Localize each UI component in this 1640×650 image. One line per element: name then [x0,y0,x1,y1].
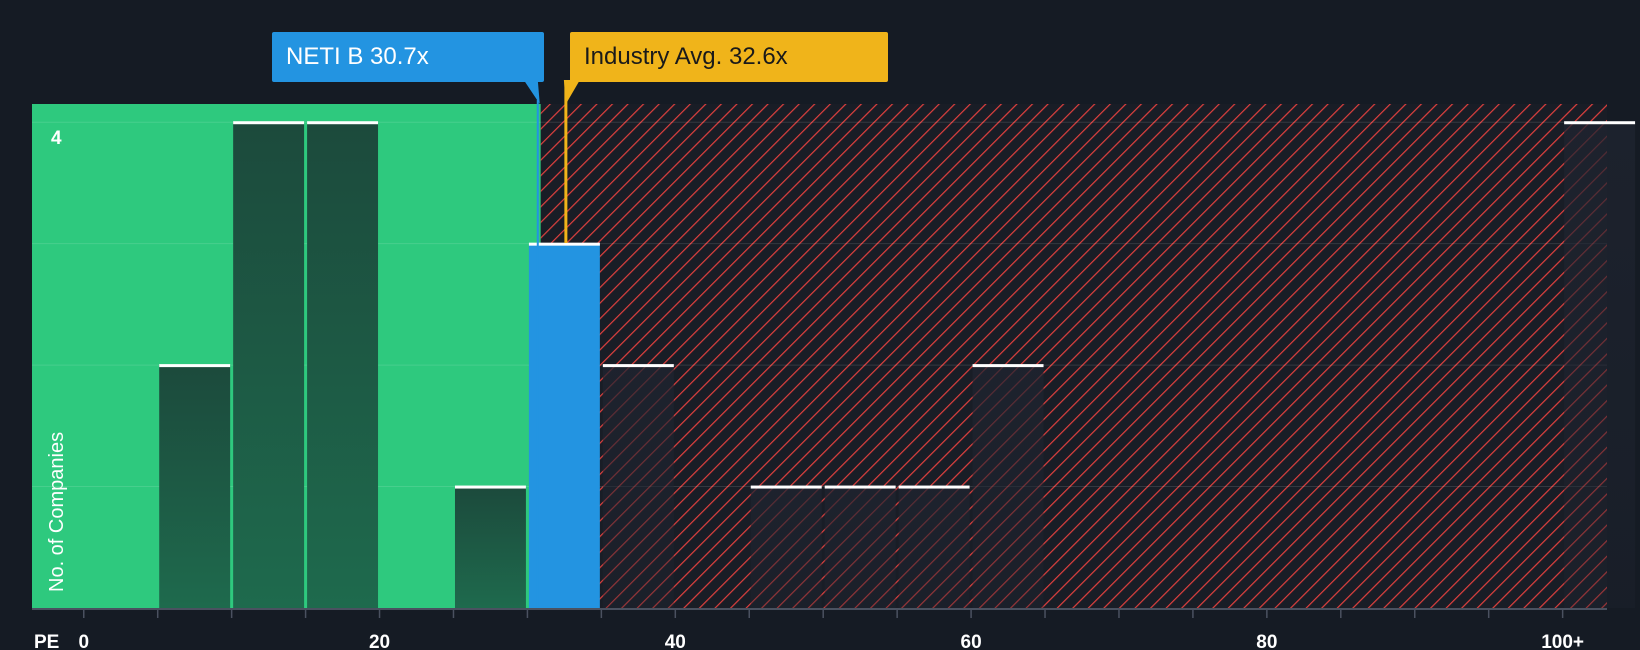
bar-cap-15 [307,121,379,125]
bar-cap-5 [159,364,231,368]
bar-35 [602,365,674,608]
bar-cap-10 [233,121,305,125]
company-callout-pointer [523,80,540,104]
bar-100 [1564,122,1636,609]
x-tick-label-0: 0 [78,632,89,650]
bar-cap-25 [454,485,526,489]
bar-cap-30 [528,242,600,246]
bar-50 [824,486,896,608]
bar-15 [307,122,379,609]
bar-cap-55 [898,485,970,489]
bar-10 [233,122,305,609]
x-tick-label-100: 100+ [1541,632,1584,650]
industry-callout-pointer [563,80,580,104]
bar-55 [898,486,970,608]
industry-avg-callout: Industry Avg. 32.6x [570,32,888,82]
y-axis-tick-labels: 4 [51,128,62,149]
bars [159,121,1636,609]
x-tick-label-60: 60 [961,632,982,650]
bar-25 [454,486,526,608]
x-tick-label-80: 80 [1256,632,1277,650]
y-axis-label: No. of Companies [46,432,68,592]
bar-30 [528,243,600,608]
x-tick-label-20: 20 [369,632,390,650]
industry-avg-label: Industry Avg. 32.6x [584,43,788,70]
bar-5 [159,365,231,608]
bar-cap-35 [602,364,674,368]
company-pe-callout: NETI B 30.7x [272,32,544,82]
company-pe-label: NETI B 30.7x [286,43,429,70]
bar-cap-60 [972,364,1044,368]
bar-cap-50 [824,485,896,489]
bar-60 [972,365,1044,608]
expensive-zone-area [540,104,1607,608]
x-tick-label-40: 40 [665,632,686,650]
x-axis-ticks: 0 20 40 60 80 100+ [78,609,1584,650]
x-axis-label: PE [34,632,59,650]
bar-45 [750,486,822,608]
bar-cap-100 [1564,121,1636,125]
y-tick-label-4: 4 [51,128,62,149]
bar-cap-45 [750,485,822,489]
